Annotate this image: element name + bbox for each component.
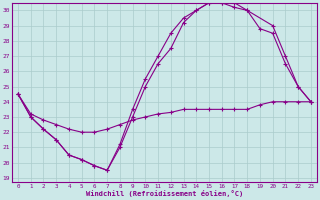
X-axis label: Windchill (Refroidissement éolien,°C): Windchill (Refroidissement éolien,°C) — [86, 190, 243, 197]
